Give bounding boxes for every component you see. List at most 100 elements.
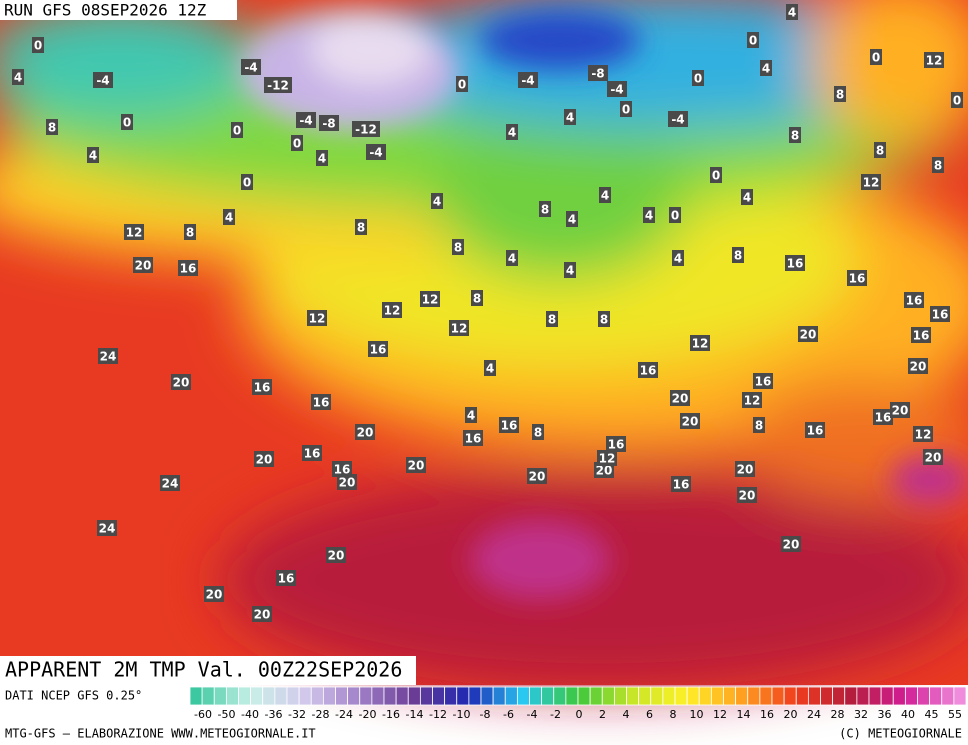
- scale-label: -4: [527, 708, 538, 721]
- scale-label: 24: [807, 708, 821, 721]
- map-label: 16: [640, 364, 657, 378]
- label-box: [319, 115, 339, 131]
- label-box: [264, 77, 292, 93]
- label-box: [463, 430, 483, 446]
- scale-swatch: [941, 686, 955, 706]
- map-label: 4: [568, 213, 576, 227]
- map-label: 12: [744, 394, 761, 408]
- label-box: [753, 417, 765, 433]
- scale-swatch: [504, 686, 518, 706]
- map-label: 4: [508, 126, 516, 140]
- label-box: [366, 144, 386, 160]
- map-label: 20: [206, 588, 223, 602]
- map-label: 24: [100, 350, 117, 364]
- label-box: [669, 207, 681, 223]
- scale-swatch: [565, 686, 579, 706]
- map-label: 12: [599, 452, 616, 466]
- scale-swatch: [201, 686, 215, 706]
- label-box: [12, 69, 24, 85]
- scale-swatch: [541, 686, 555, 706]
- map-label: 0: [622, 103, 630, 117]
- label-box: [133, 257, 153, 273]
- map-label: 20: [596, 464, 613, 478]
- scale-swatch: [759, 686, 773, 706]
- map-label: 4: [788, 6, 796, 20]
- map-label: 4: [743, 191, 751, 205]
- scale-swatch: [480, 686, 494, 706]
- scale-swatch: [262, 686, 276, 706]
- label-box: [355, 424, 375, 440]
- label-box: [302, 445, 322, 461]
- label-box: [760, 60, 772, 76]
- label-box: [599, 187, 611, 203]
- map-label: 16: [913, 329, 930, 343]
- map-label: 4: [566, 111, 574, 125]
- map-label: 4: [566, 264, 574, 278]
- map-label: 8: [48, 121, 56, 135]
- map-label: 8: [734, 249, 742, 263]
- scale-swatch: [335, 686, 349, 706]
- map-label: 8: [791, 129, 799, 143]
- map-label: 0: [34, 39, 42, 53]
- label-box: [753, 373, 773, 389]
- label-box: [231, 122, 243, 138]
- scale-swatch: [274, 686, 288, 706]
- footer-left: MTG-GFS — ELABORAZIONE WWW.METEOGIORNALE…: [5, 727, 316, 741]
- label-box: [732, 247, 744, 263]
- scale-swatch: [516, 686, 530, 706]
- label-box: [564, 109, 576, 125]
- scale-swatch: [771, 686, 785, 706]
- map-label: 8: [548, 313, 556, 327]
- label-box: [643, 207, 655, 223]
- scale-swatch: [589, 686, 603, 706]
- map-label: 8: [473, 292, 481, 306]
- scale-swatch: [456, 686, 470, 706]
- label-box: [276, 570, 296, 586]
- map-label: 16: [673, 478, 690, 492]
- scale-swatch: [807, 686, 821, 706]
- scale-swatch: [880, 686, 894, 706]
- label-box: [46, 119, 58, 135]
- map-label: -4: [671, 113, 684, 127]
- label-box: [597, 450, 617, 466]
- map-label: 16: [465, 432, 482, 446]
- scale-swatch: [419, 686, 433, 706]
- label-box: [638, 362, 658, 378]
- label-box: [672, 250, 684, 266]
- map-label: 4: [14, 71, 22, 85]
- map-field: [0, 0, 968, 690]
- scale-swatch: [929, 686, 943, 706]
- scale-swatch: [347, 686, 361, 706]
- title-box: [0, 656, 416, 685]
- label-box: [121, 114, 133, 130]
- label-box: [337, 474, 357, 490]
- label-box: [873, 409, 893, 425]
- map-label: 20: [910, 360, 927, 374]
- label-box: [171, 374, 191, 390]
- scale-swatch: [832, 686, 846, 706]
- scale-label: 4: [623, 708, 630, 721]
- map-label: 12: [451, 322, 468, 336]
- label-box: [291, 135, 303, 151]
- scale-label: 16: [760, 708, 774, 721]
- scale-label: 32: [854, 708, 868, 721]
- map-label: -4: [244, 61, 257, 75]
- map-label: 12: [926, 54, 943, 68]
- label-box: [930, 306, 950, 322]
- label-box: [296, 112, 316, 128]
- label-box: [742, 392, 762, 408]
- data-source: DATI NCEP GFS 0.25°: [5, 689, 142, 703]
- map-label: 4: [433, 195, 441, 209]
- map-label: 0: [872, 51, 880, 65]
- label-box: [368, 341, 388, 357]
- map-label: 4: [486, 362, 494, 376]
- label-box: [680, 413, 700, 429]
- map-label: 20: [135, 259, 152, 273]
- map-label: 8: [755, 419, 763, 433]
- scale-label: -10: [453, 708, 471, 721]
- label-box: [847, 270, 867, 286]
- label-box: [307, 310, 327, 326]
- scale-swatch: [189, 686, 203, 706]
- map-label: 8: [934, 159, 942, 173]
